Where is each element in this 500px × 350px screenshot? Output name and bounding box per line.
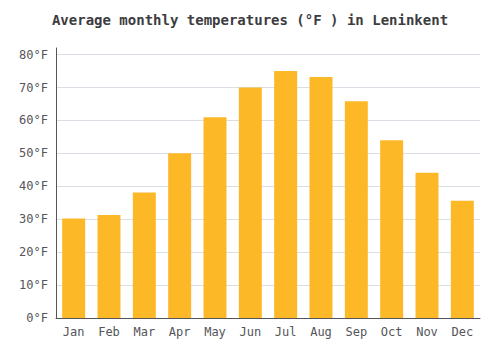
svg-text:30°F: 30°F <box>19 212 48 226</box>
svg-text:Dec: Dec <box>451 325 473 339</box>
svg-text:Aug: Aug <box>310 325 332 339</box>
svg-text:Oct: Oct <box>381 325 403 339</box>
svg-text:Jul: Jul <box>275 325 297 339</box>
svg-text:Jan: Jan <box>63 325 85 339</box>
svg-text:80°F: 80°F <box>19 48 48 62</box>
svg-text:Mar: Mar <box>133 325 155 339</box>
svg-text:May: May <box>204 325 226 339</box>
svg-text:50°F: 50°F <box>19 146 48 160</box>
svg-text:Average monthly temperatures (: Average monthly temperatures (°F ) in Le… <box>52 12 448 28</box>
svg-text:0°F: 0°F <box>26 311 48 325</box>
svg-text:70°F: 70°F <box>19 81 48 95</box>
svg-text:Feb: Feb <box>98 325 120 339</box>
svg-text:60°F: 60°F <box>19 113 48 127</box>
svg-text:Sep: Sep <box>345 325 367 339</box>
svg-text:Nov: Nov <box>416 325 438 339</box>
svg-text:40°F: 40°F <box>19 179 48 193</box>
svg-text:20°F: 20°F <box>19 245 48 259</box>
svg-text:Apr: Apr <box>169 325 191 339</box>
svg-text:10°F: 10°F <box>19 278 48 292</box>
svg-text:Jun: Jun <box>239 325 261 339</box>
